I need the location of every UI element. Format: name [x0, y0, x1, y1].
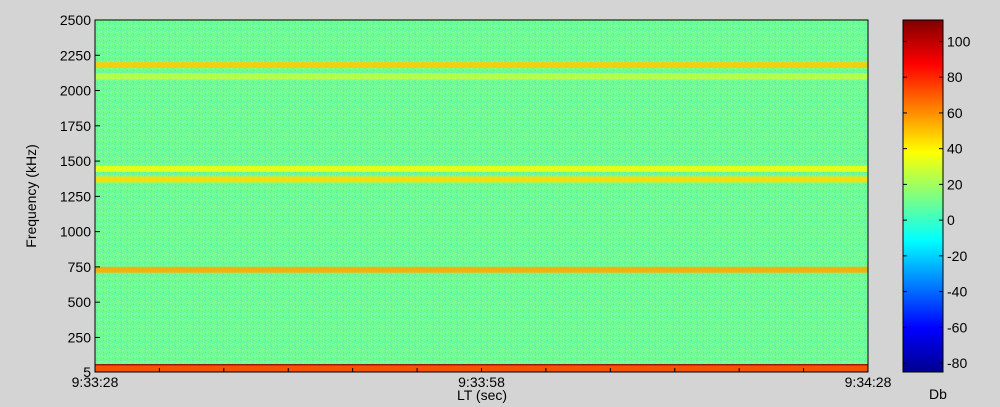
colorbar-label: Db [929, 386, 947, 402]
y-axis-label: Frequency (kHz) [23, 144, 39, 247]
y-tick-label: 2000 [60, 83, 91, 99]
band-5 [95, 62, 868, 69]
plot-area [94, 19, 869, 373]
x-axis-label: LT (sec) [457, 387, 507, 403]
colorbar-tick-label: -80 [947, 355, 967, 371]
y-tick-label: 2500 [60, 12, 91, 28]
y-tick-label: 250 [68, 329, 92, 345]
colorbar-tick-label: -40 [947, 284, 967, 300]
x-axis: 9:33:28 9:33:58 9:34:28 [72, 368, 892, 390]
spectrogram-noise [95, 20, 868, 372]
y-tick-label: 1750 [60, 118, 91, 134]
colorbar-tick-label: 100 [947, 33, 971, 49]
y-tick-label: 1250 [60, 188, 91, 204]
y-axis: 5 250 500 750 1000 1250 1500 1750 2000 2250 2500 [60, 12, 100, 380]
band-4 [95, 165, 868, 172]
colorbar-ticks: 100 80 60 40 20 0 -20 -40 -60 -80 [903, 33, 971, 371]
colorbar: 100 80 60 40 20 0 -20 -40 -60 -80 Db [902, 19, 971, 402]
y-tick-label: 500 [68, 294, 92, 310]
band-6 [95, 73, 868, 80]
y-tick-label: 1000 [60, 224, 91, 240]
x-tick-label: 9:34:28 [845, 374, 892, 390]
colorbar-tick-label: 0 [947, 212, 955, 228]
x-tick-label: 9:33:28 [72, 374, 119, 390]
colorbar-tick-label: 80 [947, 69, 963, 85]
y-tick-label: 5 [83, 364, 91, 380]
y-tick-label: 750 [68, 259, 92, 275]
colorbar-tick-label: -60 [947, 319, 967, 335]
colorbar-tick-label: -20 [947, 248, 967, 264]
band-2 [95, 266, 868, 273]
colorbar-tick-label: 60 [947, 105, 963, 121]
x-tick-label: 9:33:58 [458, 374, 505, 390]
y-tick-label: 2250 [60, 47, 91, 63]
band-3 [95, 176, 868, 183]
colorbar-tick-label: 20 [947, 176, 963, 192]
y-tick-label: 1500 [60, 153, 91, 169]
colorbar-gradient [902, 19, 944, 373]
colorbar-tick-label: 40 [947, 141, 963, 157]
